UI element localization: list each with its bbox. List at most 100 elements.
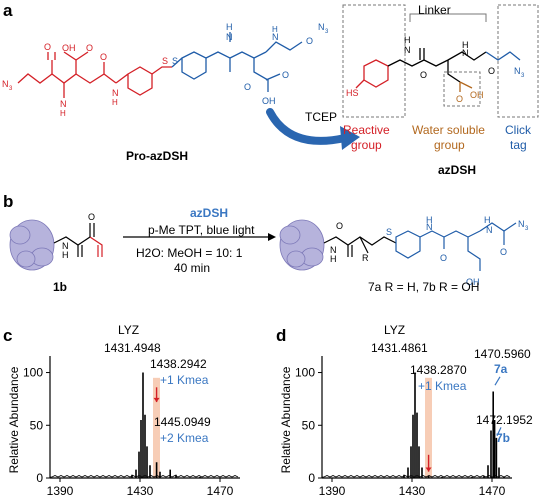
spectrum-chart-d: 050100139014301470m/zRelative Abundance — [279, 356, 512, 498]
reagent-azdsh: azDSH — [190, 206, 229, 220]
y-tick-label: 0 — [308, 471, 315, 485]
svg-text:O: O — [420, 70, 427, 80]
svg-text:N: N — [462, 48, 469, 58]
label-pointer — [494, 376, 501, 386]
svg-text:H: H — [330, 254, 337, 264]
x-tick-label: 1470 — [479, 484, 506, 498]
condition-1: p-Me TPT, blue light — [148, 223, 255, 237]
linker-bracket — [409, 13, 487, 22]
svg-text:H: H — [484, 215, 491, 225]
label-pointer — [496, 427, 502, 437]
y-tick-label: 50 — [302, 418, 316, 432]
svg-text:S: S — [172, 56, 178, 66]
svg-text:H: H — [272, 25, 278, 34]
peak-label-d-7: 7b — [496, 431, 511, 445]
peak-label-d-4: 1470.5960 — [474, 347, 531, 361]
baseline-noise — [50, 475, 239, 478]
peak-label-d-5: 7a — [494, 362, 508, 376]
svg-text:H: H — [62, 250, 69, 260]
svg-text:H: H — [112, 98, 118, 107]
svg-text:S: S — [386, 227, 392, 237]
condition-2: H2O: MeOH = 10: 1 — [136, 246, 243, 260]
x-tick-label: 1470 — [207, 484, 234, 498]
protein-label-d: LYZ — [384, 323, 406, 337]
peak-label-d-3: +1 Kmea — [418, 379, 467, 393]
reagent-tcep: TCEP — [305, 110, 338, 124]
svg-text:N: N — [2, 79, 9, 89]
svg-text:O: O — [500, 247, 507, 257]
svg-text:N: N — [62, 241, 69, 251]
svg-text:HS: HS — [346, 88, 359, 98]
compound-pro-azdsh: Pro-azDSH — [126, 149, 189, 163]
svg-text:O: O — [88, 212, 95, 222]
panel-letter-b: b — [3, 192, 14, 211]
y-axis-label: Relative Abundance — [279, 366, 293, 473]
svg-text:O: O — [44, 42, 51, 52]
peak-arrowhead — [153, 397, 160, 403]
svg-text:H: H — [404, 35, 411, 45]
svg-text:N: N — [330, 245, 337, 255]
peak-label-d-2: 1438.2870 — [410, 363, 467, 377]
methacrylamide — [53, 223, 103, 257]
kmea-highlight-band — [425, 377, 432, 478]
svg-text:3: 3 — [521, 73, 525, 79]
x-tick-label: 1430 — [399, 484, 426, 498]
svg-text:O: O — [86, 43, 93, 53]
label-click-2: tag — [510, 138, 527, 152]
product-blue-part — [395, 222, 517, 271]
protein-label-c: LYZ — [118, 323, 140, 337]
svg-text:O: O — [282, 70, 289, 80]
panel-letter-d: d — [276, 326, 287, 345]
label-water-1: Water soluble — [412, 123, 485, 137]
svg-text:N: N — [272, 32, 279, 42]
condition-3: 40 min — [174, 261, 211, 275]
svg-text:N: N — [112, 88, 119, 98]
kmea-highlight-band — [153, 377, 160, 478]
baseline-noise — [322, 475, 511, 478]
start-material-label: 1b — [53, 280, 68, 294]
svg-text:H: H — [462, 40, 469, 50]
y-tick-label: 100 — [295, 366, 315, 380]
svg-text:H: H — [226, 22, 233, 32]
peak-label-c-3: +1 Kmea — [160, 373, 209, 387]
label-linker: Linker — [418, 3, 451, 17]
group-boxes — [342, 4, 539, 118]
svg-text:O: O — [488, 66, 495, 76]
svg-text:O: O — [306, 36, 313, 46]
svg-text:OH: OH — [470, 90, 484, 100]
svg-text:N: N — [318, 22, 325, 32]
pro-azdsh-blue-half — [171, 32, 303, 92]
y-tick-label: 0 — [36, 471, 43, 485]
svg-text:O: O — [100, 52, 107, 62]
peak-label-d-6: 1472.1952 — [476, 413, 533, 427]
svg-text:S: S — [162, 56, 168, 66]
panel-letter-c: c — [3, 326, 13, 345]
svg-text:N: N — [226, 32, 233, 42]
svg-text:3: 3 — [525, 226, 529, 232]
peak-label-c-2: 1438.2942 — [150, 357, 207, 371]
panel-letter-a: a — [3, 1, 13, 20]
pro-azdsh-red-half — [17, 51, 172, 98]
compound-azdsh: azDSH — [438, 163, 477, 177]
svg-text:O: O — [244, 82, 251, 92]
spectrum-peaks — [391, 372, 505, 478]
x-tick-label: 1390 — [319, 484, 346, 498]
protein-blob-right — [279, 219, 325, 271]
svg-text:3: 3 — [9, 86, 13, 92]
peak-label-c-5: +2 Kmea — [160, 431, 209, 445]
svg-text:O: O — [336, 221, 343, 231]
x-tick-label: 1430 — [127, 484, 154, 498]
svg-text:N: N — [404, 45, 411, 55]
peak-label-c-1: 1431.4948 — [104, 341, 161, 355]
label-reactive-2: group — [351, 138, 382, 152]
svg-text:OH: OH — [62, 43, 76, 53]
product-structure — [323, 236, 397, 257]
svg-text:N: N — [486, 225, 493, 235]
y-axis-label: Relative Abundance — [7, 366, 21, 473]
protein-blob-left — [9, 219, 55, 271]
label-water-2: group — [434, 138, 465, 152]
svg-text:N: N — [514, 66, 521, 76]
y-tick-label: 50 — [30, 418, 44, 432]
svg-text:O: O — [456, 94, 463, 104]
